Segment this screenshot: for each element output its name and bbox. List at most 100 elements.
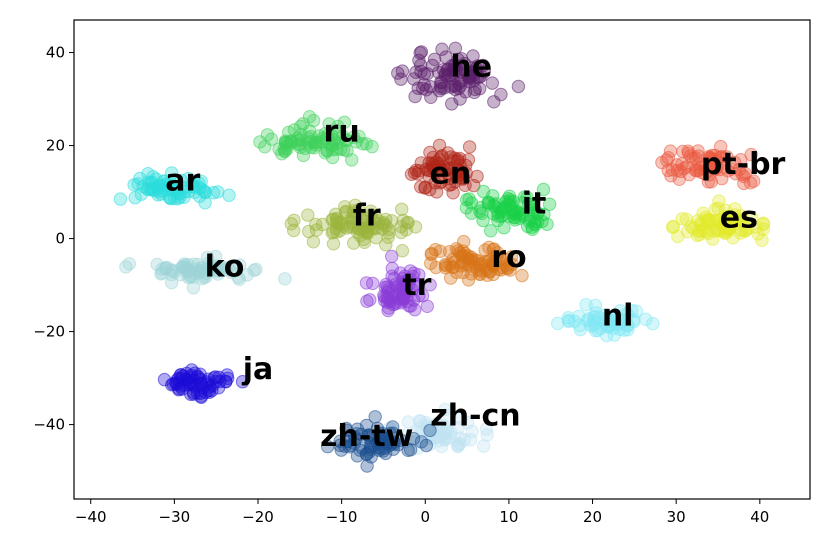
cluster-ru [253, 110, 379, 167]
point-ru [325, 150, 340, 165]
point-en [433, 176, 447, 190]
point-zh-tw [368, 410, 382, 424]
point-pt-br [729, 167, 743, 181]
cluster-label-pt-br: pt-br [701, 147, 786, 182]
y-tick-label: −40 [33, 416, 65, 434]
point-he [414, 58, 428, 72]
point-nl [629, 304, 643, 318]
point-zh-cn [465, 424, 479, 439]
cluster-ja [157, 363, 250, 404]
point-fr [395, 244, 410, 258]
point-ar [159, 177, 174, 192]
point-he [452, 81, 466, 96]
point-en [462, 140, 477, 154]
point-ro [482, 253, 496, 268]
point-en [467, 178, 481, 193]
point-fr [347, 236, 361, 250]
point-es [693, 216, 708, 230]
point-es [679, 212, 694, 227]
point-en [446, 186, 460, 200]
point-zh-tw [414, 435, 429, 449]
point-zh-tw [401, 443, 415, 457]
point-ar [198, 185, 212, 200]
point-fr [301, 208, 315, 222]
point-ru [308, 138, 323, 152]
cluster-zh-tw [321, 410, 437, 473]
cluster-ko [119, 249, 292, 295]
point-it [476, 213, 490, 228]
point-ja [205, 378, 220, 392]
point-he [485, 76, 499, 90]
point-pt-br [721, 164, 735, 178]
point-ru [355, 137, 370, 151]
point-es [666, 219, 681, 234]
point-zh-tw [386, 420, 400, 434]
x-tick-label: 10 [499, 508, 518, 526]
point-nl [607, 328, 621, 342]
point-tr [412, 288, 426, 303]
point-ko [186, 270, 201, 284]
point-ro [450, 265, 464, 280]
point-es [686, 221, 700, 236]
point-ru [298, 141, 312, 155]
point-ro [424, 246, 439, 261]
point-es [717, 218, 731, 233]
point-pt-br [655, 155, 669, 170]
point-fr [326, 237, 341, 251]
point-ro [468, 253, 482, 267]
point-tr [403, 272, 417, 286]
point-he [446, 62, 461, 77]
point-fr [309, 217, 323, 232]
cluster-ar [113, 166, 236, 210]
point-ro [454, 249, 469, 263]
cluster-tr [359, 249, 437, 318]
point-it [501, 197, 516, 212]
point-he [413, 46, 427, 60]
point-pt-br [698, 166, 712, 181]
point-nl [573, 322, 587, 337]
point-ko [278, 272, 292, 286]
point-ru [306, 113, 321, 128]
cluster-label-ro: ro [491, 240, 526, 275]
x-tick-label: 40 [750, 508, 769, 526]
point-tr [380, 280, 395, 294]
point-he [408, 89, 422, 104]
point-en [423, 145, 437, 160]
point-he [391, 66, 405, 80]
cluster-label-es: es [720, 201, 758, 236]
point-pt-br [674, 164, 688, 179]
point-ko [154, 267, 168, 281]
point-tr [377, 288, 391, 303]
point-zh-cn [444, 426, 458, 440]
point-ar [141, 167, 155, 181]
point-ko [178, 258, 192, 273]
point-ro [483, 264, 498, 278]
cluster-label-ar: ar [165, 163, 200, 198]
point-tr [408, 303, 422, 317]
point-pt-br [676, 144, 690, 159]
cluster-nl [551, 298, 660, 343]
axis-ticks: −40 −30 −20 −10 0 10 20 30 40 −40 −20 0 20 40 [33, 44, 769, 526]
point-zh-tw [386, 442, 400, 456]
point-pt-br [737, 169, 751, 184]
point-zh-tw [423, 423, 437, 438]
point-nl [639, 312, 653, 327]
point-it [537, 207, 551, 222]
point-ko [229, 261, 243, 275]
point-it [459, 201, 474, 215]
point-ja [235, 375, 250, 389]
cluster-labels: he ru en ar pt-br it fr es ko ro tr nl ja zh-cn zh-tw [165, 50, 785, 455]
point-ro [515, 268, 529, 283]
point-en [407, 166, 422, 180]
point-tr [366, 276, 380, 291]
point-pt-br [737, 176, 751, 191]
point-es [675, 212, 689, 226]
x-tick-label: 30 [667, 508, 686, 526]
axes-frame [73, 19, 811, 500]
point-ro [424, 256, 438, 270]
point-nl [581, 313, 595, 328]
y-tick-label: 40 [46, 44, 65, 62]
point-he [445, 97, 459, 111]
point-tr [399, 280, 413, 294]
